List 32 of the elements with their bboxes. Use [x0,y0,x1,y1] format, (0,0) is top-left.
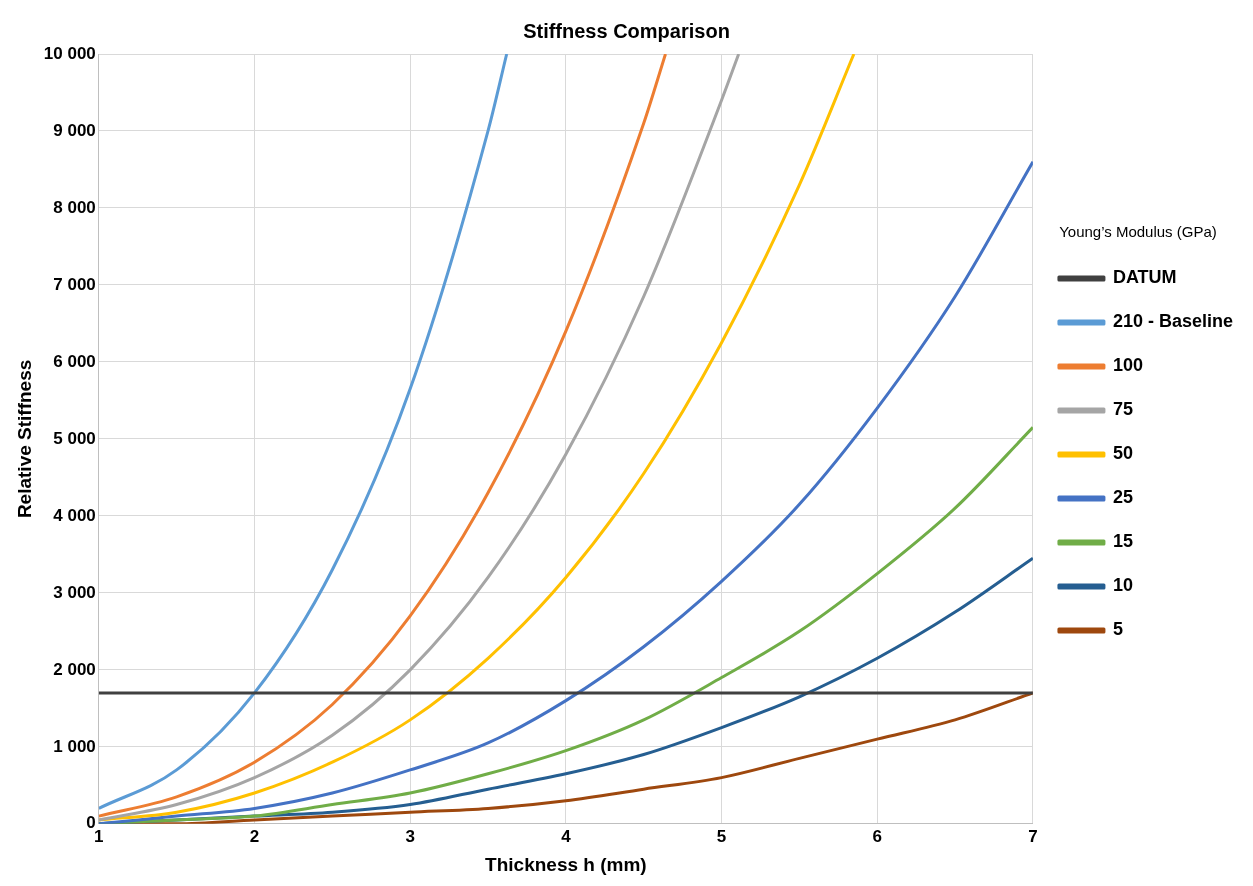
legend-label: 50 [1112,443,1133,464]
legend-label: 10 [1112,575,1133,596]
y-tick-label: 10 000 [43,43,96,63]
legend-label: 25 [1112,487,1133,508]
x-axis-title: Thickness h (mm) [485,853,647,875]
y-tick-label: 2 000 [53,659,96,679]
y-tick-label: 4 000 [53,505,96,525]
y-tick-label: 8 000 [53,197,96,217]
y-tick-label: 6 000 [53,351,96,371]
legend-label: 210 - Baseline [1112,311,1234,332]
legend-label: 5 [1112,619,1123,640]
y-tick-label: 0 [86,813,96,833]
y-tick-label: 9 000 [53,120,96,140]
x-tick-label: 2 [249,826,260,846]
x-tick-label: 7 [1028,826,1038,846]
y-tick-label: 3 000 [53,582,96,602]
x-tick-label: 4 [561,826,572,846]
legend-label: 75 [1112,399,1133,420]
legend-label: DATUM [1112,267,1177,288]
y-tick-label: 5 000 [53,428,96,448]
y-tick-label: 7 000 [53,274,96,294]
legend-label: 15 [1112,531,1133,552]
x-tick-label: 6 [872,826,882,846]
chart-title: Stiffness Comparison [523,19,730,42]
y-tick-label: 1 000 [53,736,96,756]
x-tick-label: 5 [716,826,727,846]
legend-label: 100 [1112,355,1143,376]
y-axis-title: Relative Stiffness [13,359,35,519]
x-tick-label: 1 [94,826,104,846]
line-series [98,54,509,810]
x-tick-label: 3 [405,826,415,846]
legend-title: Young’s Modulus (GPa) [1059,223,1217,241]
